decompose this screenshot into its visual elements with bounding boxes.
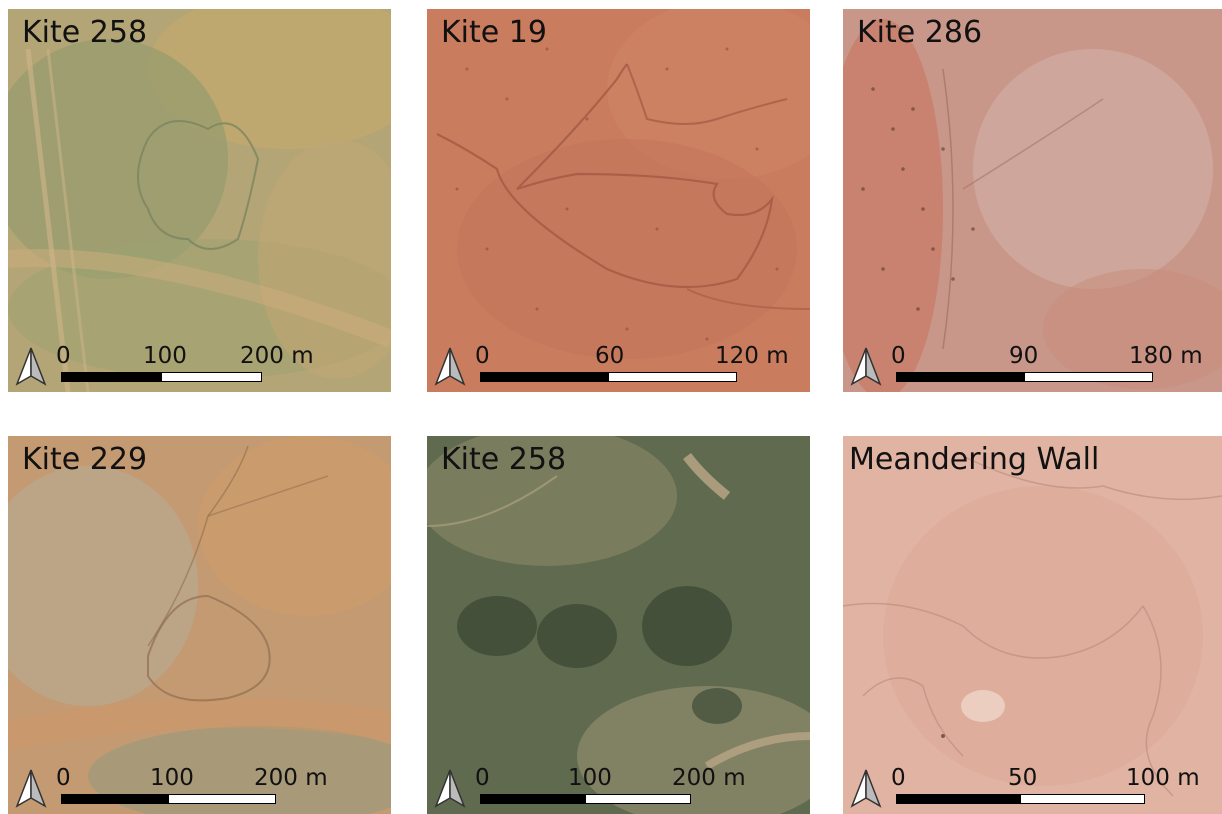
- north-arrow-icon: [15, 347, 47, 386]
- scale-label-0: 0: [891, 765, 906, 791]
- map-panel-kite-19: Kite 19 0 60 120 m: [427, 9, 810, 392]
- scale-label-0: 0: [475, 765, 490, 791]
- satellite-image: [8, 436, 391, 814]
- map-panel-kite-258-a: Kite 258 0 100 200 m: [8, 9, 391, 392]
- panel-title: Kite 258: [441, 442, 567, 477]
- scale-label-0: 0: [56, 765, 71, 791]
- satellite-image: [843, 9, 1222, 392]
- north-arrow-icon: [15, 769, 47, 808]
- scale-label-0: 0: [891, 343, 906, 369]
- map-panel-kite-286: Kite 286 0 90 180 m: [843, 9, 1222, 392]
- scale-bar: [480, 794, 691, 804]
- map-panel-kite-229: Kite 229 0 100 200 m: [8, 436, 391, 814]
- map-panel-kite-258-b: Kite 258 0 100 200 m: [427, 436, 810, 814]
- scale-label-mid: 90: [1009, 343, 1039, 369]
- scale-label-max: 200 m: [254, 765, 328, 791]
- scale-bar: [896, 372, 1153, 382]
- scale-label-mid: 100: [150, 765, 194, 791]
- north-arrow-icon: [850, 769, 882, 808]
- satellite-image: [427, 436, 810, 814]
- panel-title: Kite 229: [22, 442, 148, 477]
- scale-bar: [61, 372, 262, 382]
- scale-bar: [61, 794, 276, 804]
- scale-label-max: 180 m: [1129, 343, 1203, 369]
- panel-title: Meandering Wall: [849, 442, 1100, 477]
- scale-label-max: 200 m: [240, 343, 314, 369]
- scale-label-mid: 100: [143, 343, 187, 369]
- scale-label-mid: 100: [568, 765, 612, 791]
- scale-label-max: 120 m: [715, 343, 789, 369]
- satellite-image: [843, 436, 1222, 814]
- map-panel-meandering-wall: Meandering Wall 0 50 100 m: [843, 436, 1222, 814]
- satellite-image: [8, 9, 391, 392]
- panel-title: Kite 258: [22, 15, 148, 50]
- scale-label-0: 0: [56, 343, 71, 369]
- scale-label-max: 100 m: [1126, 765, 1200, 791]
- scale-bar: [480, 372, 737, 382]
- panel-title: Kite 19: [441, 15, 547, 50]
- north-arrow-icon: [850, 347, 882, 386]
- panel-title: Kite 286: [857, 15, 983, 50]
- scale-label-mid: 50: [1008, 765, 1038, 791]
- scale-bar: [896, 794, 1145, 804]
- scale-label-0: 0: [475, 343, 490, 369]
- satellite-image: [427, 9, 810, 392]
- scale-label-max: 200 m: [672, 765, 746, 791]
- north-arrow-icon: [434, 769, 466, 808]
- north-arrow-icon: [434, 347, 466, 386]
- scale-label-mid: 60: [595, 343, 625, 369]
